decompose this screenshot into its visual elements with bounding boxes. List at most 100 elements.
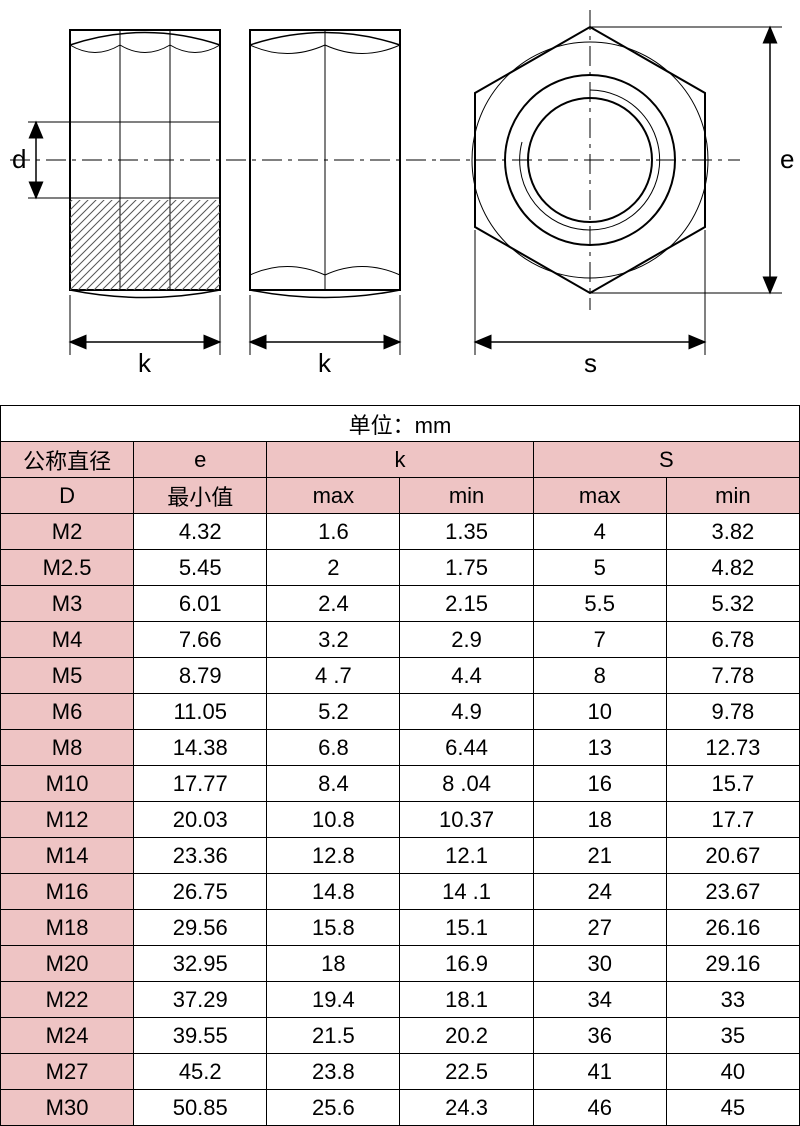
table-cell: 34 xyxy=(533,982,666,1018)
table-cell: 20.03 xyxy=(134,802,267,838)
table-cell: 41 xyxy=(533,1054,666,1090)
table-cell: 35 xyxy=(666,1018,799,1054)
table-cell: 15.7 xyxy=(666,766,799,802)
table-cell: 21 xyxy=(533,838,666,874)
table-cell: 18 xyxy=(533,802,666,838)
table-cell: M3 xyxy=(1,586,134,622)
dimensions-table: 单位：mm 公称直径 e k S D 最小值 max min max min M… xyxy=(0,405,800,1126)
table-cell: 19.4 xyxy=(267,982,400,1018)
table-cell: M4 xyxy=(1,622,134,658)
table-cell: 45.2 xyxy=(134,1054,267,1090)
table-cell: 2.9 xyxy=(400,622,533,658)
table-cell: 2.15 xyxy=(400,586,533,622)
table-cell: M16 xyxy=(1,874,134,910)
label-s: s xyxy=(584,348,597,378)
table-cell: 10 xyxy=(533,694,666,730)
table-cell: 6.01 xyxy=(134,586,267,622)
label-k2: k xyxy=(318,348,332,378)
table-cell: 18 xyxy=(267,946,400,982)
table-cell: 1.35 xyxy=(400,514,533,550)
table-row: M1017.778.48 .041615.7 xyxy=(1,766,800,802)
table-cell: 4 .7 xyxy=(267,658,400,694)
table-cell: 29.16 xyxy=(666,946,799,982)
table-cell: 5.45 xyxy=(134,550,267,586)
table-row: M814.386.86.441312.73 xyxy=(1,730,800,766)
table-cell: 24 xyxy=(533,874,666,910)
label-d: d xyxy=(12,144,26,174)
table-row: M2439.5521.520.23635 xyxy=(1,1018,800,1054)
table-cell: 6.78 xyxy=(666,622,799,658)
table-row: M1423.3612.812.12120.67 xyxy=(1,838,800,874)
table-cell: 40 xyxy=(666,1054,799,1090)
table-cell: 21.5 xyxy=(267,1018,400,1054)
table-cell: 5 xyxy=(533,550,666,586)
side-view-2 xyxy=(250,30,400,298)
table-cell: 13 xyxy=(533,730,666,766)
table-cell: 12.73 xyxy=(666,730,799,766)
table-row: M2237.2919.418.13433 xyxy=(1,982,800,1018)
table-cell: 4.32 xyxy=(134,514,267,550)
table-cell: 20.2 xyxy=(400,1018,533,1054)
table-cell: 32.95 xyxy=(134,946,267,982)
table-cell: M12 xyxy=(1,802,134,838)
table-row: M58.794 .74.487.78 xyxy=(1,658,800,694)
table-cell: 20.67 xyxy=(666,838,799,874)
table-cell: 6.8 xyxy=(267,730,400,766)
table-cell: 12.8 xyxy=(267,838,400,874)
table-cell: M20 xyxy=(1,946,134,982)
table-cell: 26.75 xyxy=(134,874,267,910)
table-cell: 10.37 xyxy=(400,802,533,838)
table-row: M1626.7514.814 .12423.67 xyxy=(1,874,800,910)
hdr-e: e xyxy=(134,442,267,478)
table-row: M1829.5615.815.12726.16 xyxy=(1,910,800,946)
table-cell: 8 .04 xyxy=(400,766,533,802)
table-cell: M6 xyxy=(1,694,134,730)
table-cell: M5 xyxy=(1,658,134,694)
table-cell: 4.9 xyxy=(400,694,533,730)
table-row: M611.055.24.9109.78 xyxy=(1,694,800,730)
table-row: M36.012.42.155.55.32 xyxy=(1,586,800,622)
unit-cell: 单位：mm xyxy=(1,406,800,442)
table-cell: 4.82 xyxy=(666,550,799,586)
table-cell: 27 xyxy=(533,910,666,946)
table-cell: 37.29 xyxy=(134,982,267,1018)
table-cell: 29.56 xyxy=(134,910,267,946)
label-e: e xyxy=(780,144,794,174)
table-cell: M2 xyxy=(1,514,134,550)
table-cell: M2.5 xyxy=(1,550,134,586)
table-row: M2745.223.822.54140 xyxy=(1,1054,800,1090)
table-cell: 14.8 xyxy=(267,874,400,910)
table-cell: M14 xyxy=(1,838,134,874)
drawing-svg: d k k e s xyxy=(0,0,800,405)
table-cell: 2.4 xyxy=(267,586,400,622)
dim-k-2: k xyxy=(250,295,400,378)
label-k1: k xyxy=(138,348,152,378)
table-cell: 16 xyxy=(533,766,666,802)
table-cell: 6.44 xyxy=(400,730,533,766)
table-cell: M10 xyxy=(1,766,134,802)
technical-drawing: d k k e s xyxy=(0,0,800,405)
table-cell: 26.16 xyxy=(666,910,799,946)
dim-k-1: k xyxy=(70,295,220,378)
table-cell: 9.78 xyxy=(666,694,799,730)
table-cell: 5.32 xyxy=(666,586,799,622)
table-cell: 8.4 xyxy=(267,766,400,802)
table-cell: 2 xyxy=(267,550,400,586)
table-cell: 14 .1 xyxy=(400,874,533,910)
table-cell: 23.8 xyxy=(267,1054,400,1090)
table-cell: 4.4 xyxy=(400,658,533,694)
hdr-k-max: max xyxy=(267,478,400,514)
table-cell: 7.66 xyxy=(134,622,267,658)
table-cell: M8 xyxy=(1,730,134,766)
table-cell: M18 xyxy=(1,910,134,946)
table-row: M2.55.4521.7554.82 xyxy=(1,550,800,586)
hdr-S-max: max xyxy=(533,478,666,514)
table-cell: 4 xyxy=(533,514,666,550)
table-cell: 3.82 xyxy=(666,514,799,550)
table-cell: 11.05 xyxy=(134,694,267,730)
hdr-e-sub: 最小值 xyxy=(134,478,267,514)
table-cell: M22 xyxy=(1,982,134,1018)
table-cell: 1.6 xyxy=(267,514,400,550)
table-cell: 23.36 xyxy=(134,838,267,874)
table-row: M2032.951816.93029.16 xyxy=(1,946,800,982)
